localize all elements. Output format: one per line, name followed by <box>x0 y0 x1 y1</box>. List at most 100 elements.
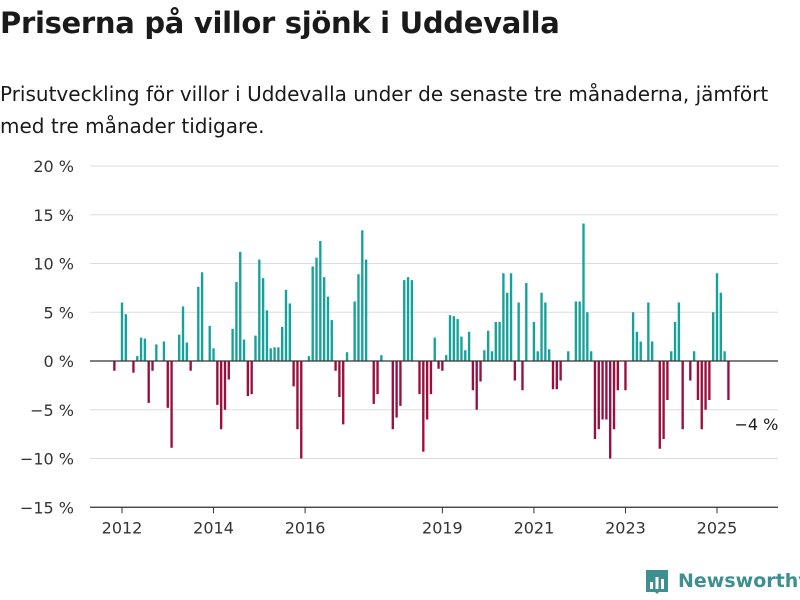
bar <box>597 361 600 430</box>
bar <box>277 347 280 361</box>
bar <box>250 361 253 395</box>
newsworthy-logo-icon <box>646 570 668 594</box>
bar <box>696 361 700 400</box>
y-tick-label: −5 % <box>30 401 74 420</box>
y-tick-label: 15 % <box>33 206 74 225</box>
bar <box>178 334 181 362</box>
bar <box>311 266 314 361</box>
bar <box>227 361 230 380</box>
bar <box>525 283 528 361</box>
bar <box>124 314 127 361</box>
bar <box>181 306 185 361</box>
bar <box>517 302 520 361</box>
bar <box>284 289 288 361</box>
bar <box>567 351 570 361</box>
bar <box>162 341 166 361</box>
bar <box>219 361 223 430</box>
bar <box>242 339 246 361</box>
bar <box>429 361 433 395</box>
bar <box>540 292 543 361</box>
x-tick-label: 2019 <box>422 518 463 537</box>
bar <box>353 301 356 361</box>
bar <box>589 351 593 361</box>
bar <box>616 361 620 391</box>
bar <box>673 322 677 361</box>
bar <box>555 361 558 390</box>
bar <box>689 361 692 381</box>
bar <box>136 356 139 362</box>
bar <box>315 257 318 361</box>
bar <box>677 302 681 361</box>
bar <box>357 274 360 362</box>
bar <box>372 361 375 404</box>
bar <box>300 361 303 459</box>
bar <box>559 361 562 381</box>
bar <box>593 361 597 439</box>
bar <box>342 361 345 425</box>
bar <box>486 330 490 361</box>
bar <box>586 312 589 361</box>
bar <box>704 361 707 410</box>
bar <box>361 230 364 361</box>
bar <box>700 361 703 430</box>
bar <box>281 326 284 362</box>
bar <box>376 361 379 395</box>
bar <box>391 361 394 430</box>
bar <box>380 355 383 361</box>
bar <box>715 273 719 361</box>
y-tick-label: 5 % <box>44 303 74 322</box>
bar <box>437 361 440 369</box>
bar <box>322 277 326 361</box>
bar <box>727 361 730 400</box>
bar <box>338 361 341 398</box>
y-tick-label: 10 % <box>33 255 74 274</box>
bar <box>548 349 551 361</box>
bar <box>544 302 547 361</box>
bar <box>208 325 211 361</box>
x-tick-label: 2023 <box>605 518 646 537</box>
bar <box>666 361 669 400</box>
bar <box>536 351 539 361</box>
bar <box>147 361 150 403</box>
bar <box>326 296 330 361</box>
bar <box>509 273 513 361</box>
bar <box>185 342 189 361</box>
chart-subtitle: Prisutveckling för villor i Uddevalla un… <box>0 82 769 138</box>
bar <box>433 337 436 361</box>
chart-title: Priserna på villor sjönk i Uddevalla <box>0 6 560 40</box>
tick-labels: 20 % 15 % 10 % 5 % 0 % −5 % −10 % −15 % 2012 2014… <box>20 157 778 537</box>
bar <box>658 361 661 449</box>
bar <box>197 286 200 361</box>
bar <box>448 315 452 362</box>
bar <box>143 338 147 361</box>
bar <box>395 361 398 418</box>
bar <box>330 320 333 361</box>
bar <box>452 316 455 361</box>
bar <box>235 282 238 361</box>
bar <box>422 361 425 452</box>
bar <box>410 280 414 361</box>
bar <box>719 292 722 361</box>
bar <box>269 348 272 361</box>
bar <box>292 361 295 387</box>
bar <box>574 301 578 361</box>
bar <box>605 361 608 420</box>
bar <box>681 361 684 430</box>
bar <box>425 361 429 420</box>
bar <box>200 272 204 361</box>
bar <box>582 223 585 361</box>
bar <box>708 361 711 400</box>
bar <box>647 302 650 361</box>
bar <box>502 273 505 361</box>
bar <box>445 355 448 361</box>
bar <box>521 361 524 391</box>
bar <box>464 350 467 361</box>
bar <box>155 344 158 361</box>
bar <box>624 361 627 391</box>
bar <box>151 361 154 371</box>
bar <box>113 361 116 371</box>
bar <box>578 301 581 361</box>
bar <box>631 312 635 361</box>
bar <box>670 351 673 361</box>
bar <box>635 331 639 361</box>
